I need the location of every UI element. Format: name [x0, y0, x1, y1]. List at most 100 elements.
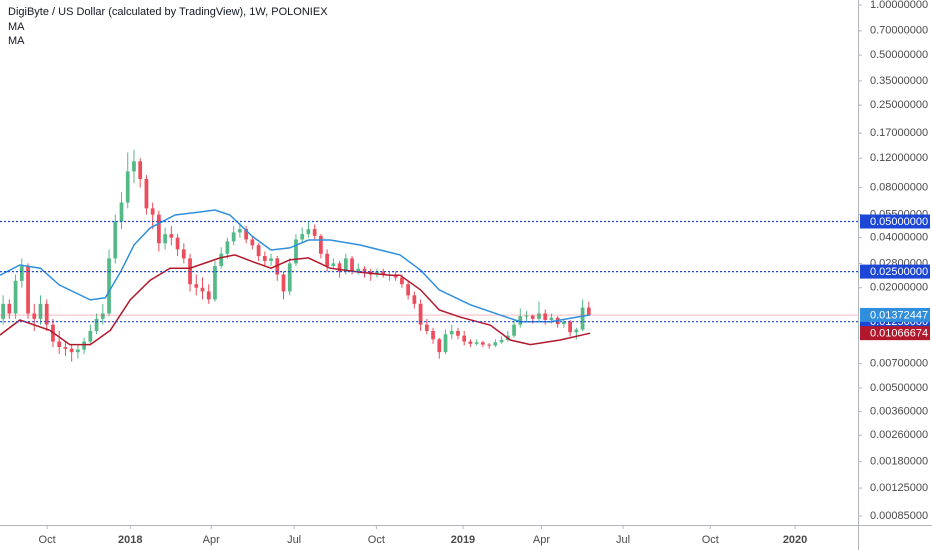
y-tick-label: 0.00260000 — [870, 429, 928, 441]
x-tick-label: Oct — [702, 534, 719, 546]
candle-body — [213, 266, 217, 300]
candle-body — [518, 316, 523, 325]
candle-body — [225, 241, 230, 254]
hline-label: 0.02500000 — [870, 266, 928, 278]
y-tick-label: 0.08000000 — [870, 181, 928, 193]
candle-body — [443, 334, 448, 353]
candle-body — [294, 239, 298, 264]
candle-body — [287, 263, 292, 292]
x-tick-label: Oct — [368, 534, 385, 546]
ma-value-label: 0.01372447 — [870, 309, 928, 321]
candle-body — [381, 271, 386, 275]
candle-body — [537, 313, 541, 319]
candle-body — [144, 179, 149, 209]
candle-body — [331, 263, 336, 267]
candle-body — [256, 245, 261, 257]
candle-body — [7, 303, 12, 314]
candle-body — [19, 266, 24, 281]
y-tick-label: 0.17000000 — [870, 127, 928, 139]
candle-body — [437, 339, 442, 353]
y-tick-label: 0.50000000 — [870, 49, 928, 61]
ma-line — [0, 209, 591, 323]
candle-body — [125, 171, 130, 203]
candle-body — [63, 347, 68, 349]
candle-body — [13, 280, 18, 314]
candle-body — [375, 271, 379, 275]
hline-label-bg — [860, 214, 930, 229]
x-tick-label: Apr — [533, 534, 550, 546]
candle-body — [88, 330, 93, 342]
candle-body — [1, 303, 5, 319]
candle-body — [107, 258, 111, 314]
candle-body — [200, 287, 205, 292]
candle-body — [431, 330, 435, 340]
candle-body — [412, 295, 417, 304]
legend-entry: MA — [8, 21, 25, 33]
candle-body — [281, 274, 286, 292]
candle-body — [100, 313, 105, 319]
y-tick-label: 0.00180000 — [870, 456, 928, 468]
candle-body — [206, 291, 211, 300]
y-tick-label: 0.12000000 — [870, 152, 928, 164]
candle-body — [157, 214, 161, 244]
candle-body — [181, 249, 186, 259]
candle-body — [456, 330, 460, 336]
x-tick-label: 2018 — [118, 534, 142, 546]
candle-body — [481, 342, 485, 345]
candle-body — [337, 263, 342, 272]
candle-body — [512, 324, 516, 336]
ma-line — [0, 254, 591, 346]
candle-body — [362, 268, 367, 272]
y-tick-label: 1.00000000 — [870, 0, 928, 11]
candle-body — [188, 258, 192, 285]
candle-body — [275, 258, 280, 275]
candle-body — [393, 274, 398, 278]
candle-body — [356, 268, 361, 272]
candle-body — [231, 232, 236, 242]
candle-body — [82, 341, 86, 350]
candle-body — [194, 284, 199, 288]
candle-body — [113, 221, 118, 259]
candle-body — [325, 253, 329, 267]
plot-area — [0, 149, 858, 362]
candle-body — [530, 315, 535, 319]
x-tick-label: Oct — [39, 534, 56, 546]
candle-body — [474, 342, 479, 344]
ma-value-label: 0.01066674 — [870, 328, 928, 340]
candle-body — [57, 341, 62, 348]
candle-body — [38, 303, 43, 319]
y-tick-label: 0.00700000 — [870, 357, 928, 369]
candle-body — [562, 321, 566, 325]
candle-body — [424, 324, 429, 331]
candle-body — [300, 234, 305, 240]
ma-value-label-bg — [860, 326, 930, 341]
candle-body — [524, 315, 529, 317]
candle-body — [568, 321, 572, 333]
y-tick-label: 0.35000000 — [870, 75, 928, 87]
y-tick-label: 0.25000000 — [870, 99, 928, 111]
candle-body — [350, 258, 354, 272]
x-tick-label: 2020 — [783, 534, 807, 546]
candle-body — [269, 258, 273, 261]
candle-body — [306, 229, 311, 235]
candle-body — [262, 256, 267, 261]
y-tick-label: 0.00500000 — [870, 382, 928, 394]
candle-body — [69, 348, 74, 353]
candle-body — [400, 277, 404, 285]
candle-body — [76, 349, 80, 353]
candle-body — [462, 335, 467, 342]
candle-body — [418, 303, 423, 325]
candle-body — [499, 340, 504, 343]
y-tick-label: 0.00085000 — [870, 510, 928, 522]
candle-body — [586, 307, 591, 316]
candle-body — [138, 161, 143, 180]
candle-body — [94, 318, 99, 331]
x-tick-label: 2019 — [451, 534, 475, 546]
hline-label-bg — [860, 264, 930, 279]
candle-body — [119, 202, 124, 222]
legend-entry: MA — [8, 35, 25, 47]
candle-body — [244, 229, 248, 240]
candle-body — [250, 239, 255, 246]
